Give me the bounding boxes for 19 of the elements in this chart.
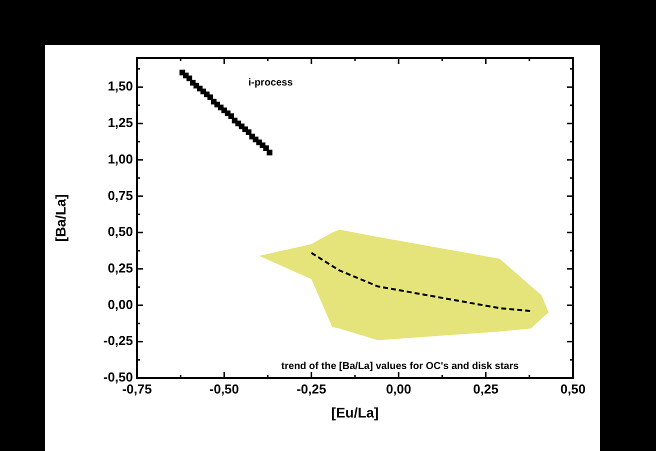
y-tick-label: -0,25: [103, 333, 133, 348]
y-tick-label: 1,25: [108, 115, 133, 130]
x-tick-label: 0,50: [560, 381, 586, 396]
x-tick-label: 0,00: [386, 381, 412, 396]
x-tick-label: 0,25: [473, 381, 498, 396]
y-tick-label: 0,00: [108, 296, 133, 312]
y-axis-title: [Ba/La]: [52, 194, 68, 242]
line-series: [310, 252, 532, 312]
y-tick-label: 0,25: [108, 260, 133, 276]
y-tick-label: 0,50: [108, 224, 133, 240]
annotation: trend of the [Ba/La] values for OC's and disk stars: [281, 360, 520, 372]
text: i-process: [248, 77, 294, 88]
x-tick-label: -0,50: [209, 381, 240, 396]
x-tick-label: -0,25: [296, 381, 326, 396]
point: [266, 150, 272, 156]
y-tick-label: 1,00: [108, 151, 133, 166]
y-tick-label: 1,50: [108, 78, 133, 94]
x-axis-title: [Eu/La]: [331, 404, 379, 420]
y-tick-label: 0,75: [108, 188, 133, 203]
